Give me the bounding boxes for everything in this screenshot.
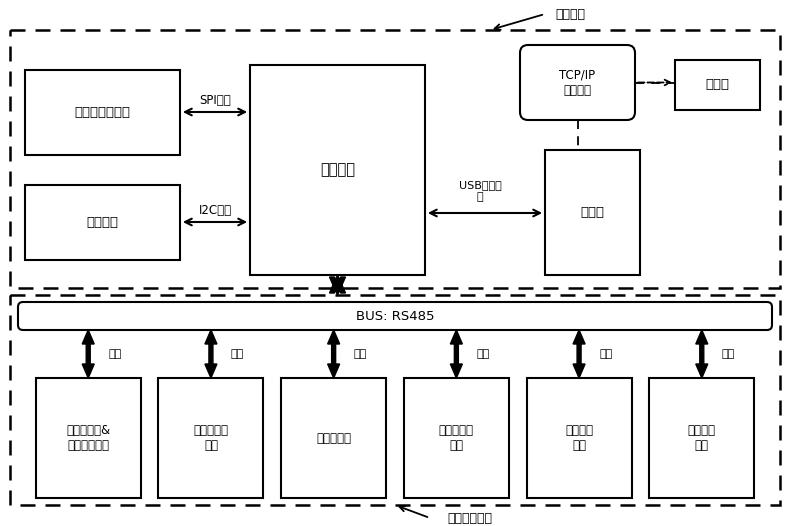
Text: 样本与试剂单元: 样本与试剂单元 [74,106,130,119]
Text: 协同: 协同 [599,349,612,359]
FancyBboxPatch shape [250,65,425,275]
FancyBboxPatch shape [10,30,780,288]
Polygon shape [82,330,94,378]
FancyBboxPatch shape [526,378,631,498]
FancyBboxPatch shape [520,45,635,120]
Text: SPI总线: SPI总线 [199,94,231,106]
FancyBboxPatch shape [675,60,760,110]
Text: 协同: 协同 [476,349,490,359]
Text: 计算机: 计算机 [581,206,605,219]
FancyBboxPatch shape [158,378,263,498]
FancyBboxPatch shape [10,295,780,505]
FancyBboxPatch shape [25,185,180,260]
Text: 溶血分析仪
模块: 溶血分析仪 模块 [439,424,474,452]
Polygon shape [450,330,462,378]
FancyBboxPatch shape [36,378,141,498]
Polygon shape [330,275,346,295]
Text: 协同: 协同 [722,349,735,359]
Text: 协同: 协同 [231,349,244,359]
Text: 协同控制模块: 协同控制模块 [447,511,493,524]
FancyBboxPatch shape [281,378,386,498]
Text: 生化分析仪
模块: 生化分析仪 模块 [194,424,229,452]
Text: 万维网: 万维网 [706,78,730,92]
FancyBboxPatch shape [545,150,640,275]
Polygon shape [573,330,585,378]
Text: 主控模块: 主控模块 [555,7,585,21]
Polygon shape [696,330,708,378]
Text: USB通讯模
块: USB通讯模 块 [458,180,502,202]
Text: 协同: 协同 [354,349,367,359]
Text: 清洗中心
模块: 清洗中心 模块 [688,424,716,452]
Text: 血液流变仪&
血沉检测模块: 血液流变仪& 血沉检测模块 [66,424,110,452]
Text: 主控单元: 主控单元 [320,163,355,177]
Polygon shape [205,330,217,378]
FancyBboxPatch shape [25,70,180,155]
Text: BUS: RS485: BUS: RS485 [356,309,434,322]
FancyBboxPatch shape [18,302,772,330]
FancyBboxPatch shape [404,378,509,498]
Text: 加样中心
模块: 加样中心 模块 [565,424,593,452]
Text: 协同: 协同 [108,349,122,359]
Text: I2C总线: I2C总线 [198,204,231,217]
Polygon shape [328,330,340,378]
Text: 温控单元: 温控单元 [86,216,118,229]
Text: 血球仪模块: 血球仪模块 [316,431,351,444]
FancyBboxPatch shape [650,378,754,498]
Text: TCP/IP
通讯模块: TCP/IP 通讯模块 [559,68,595,96]
